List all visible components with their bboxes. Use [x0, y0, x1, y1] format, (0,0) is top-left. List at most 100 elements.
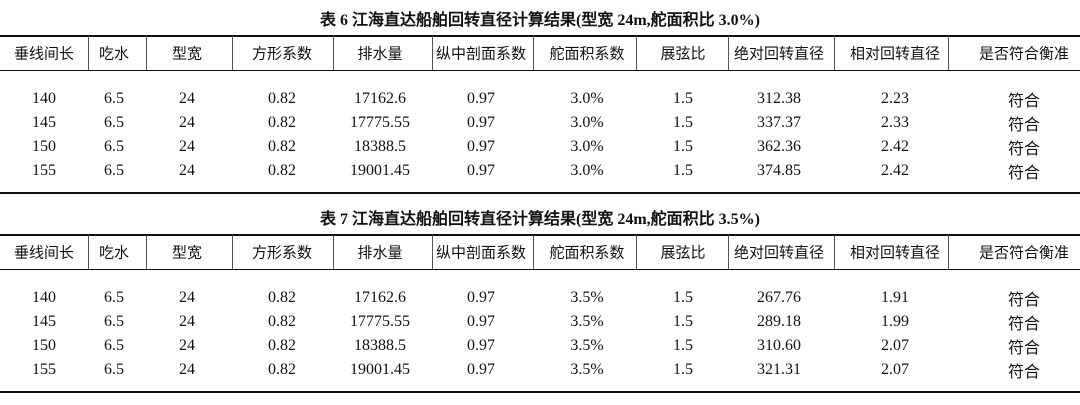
column-header: 相对回转直径 — [849, 44, 941, 63]
table-cell: 2.33 — [881, 114, 909, 131]
column-header: 纵中剖面系数 — [435, 44, 527, 63]
column-header: 方形系数 — [251, 243, 313, 262]
rule-bottom — [0, 192, 1080, 194]
column-divider — [88, 235, 89, 269]
table-cell: 1.91 — [881, 289, 909, 306]
table-cell: 18388.5 — [354, 138, 406, 155]
table-cell: 24 — [179, 90, 195, 107]
column-header: 排水量 — [357, 44, 403, 63]
column-divider — [728, 36, 729, 70]
table-cell: 1.5 — [673, 361, 693, 378]
table-cell: 6.5 — [104, 90, 124, 107]
table-cell: 24 — [179, 337, 195, 354]
table-cell: 3.0% — [570, 138, 604, 155]
table-cell: 18388.5 — [354, 337, 406, 354]
table-cell: 6.5 — [104, 337, 124, 354]
table-cell: 6.5 — [104, 162, 124, 179]
table-cell: 1.5 — [673, 313, 693, 330]
rule-bottom — [0, 391, 1080, 393]
table-cell: 0.97 — [467, 289, 495, 306]
column-header: 展弦比 — [660, 44, 706, 63]
table-cell: 17162.6 — [354, 90, 406, 107]
column-divider — [948, 235, 949, 269]
column-divider — [533, 235, 534, 269]
table-cell: 符合 — [1007, 163, 1041, 182]
column-header: 纵中剖面系数 — [435, 243, 527, 262]
column-header: 排水量 — [357, 243, 403, 262]
table-cell: 3.5% — [570, 361, 604, 378]
table-cell: 0.82 — [268, 114, 296, 131]
table-cell: 1.5 — [673, 90, 693, 107]
rule-header — [0, 269, 1080, 270]
column-divider — [88, 36, 89, 70]
column-divider — [232, 235, 233, 269]
table-cell: 符合 — [1007, 139, 1041, 158]
column-header: 垂线间长 — [13, 44, 75, 63]
column-header: 吃水 — [98, 44, 130, 63]
table-cell: 17162.6 — [354, 289, 406, 306]
column-header: 型宽 — [171, 243, 203, 262]
table-cell: 1.5 — [673, 289, 693, 306]
table-cell: 符合 — [1007, 290, 1041, 309]
column-header: 绝对回转直径 — [733, 243, 825, 262]
table-cell: 2.07 — [881, 361, 909, 378]
table-cell: 符合 — [1007, 115, 1041, 134]
table-cell: 140 — [32, 289, 56, 306]
column-divider — [333, 36, 334, 70]
column-header: 型宽 — [171, 44, 203, 63]
table-cell: 0.82 — [268, 313, 296, 330]
column-divider — [232, 36, 233, 70]
column-header: 是否符合衡准 — [978, 44, 1070, 63]
table-cell: 155 — [32, 361, 56, 378]
table-cell: 2.07 — [881, 337, 909, 354]
table-cell: 0.82 — [268, 90, 296, 107]
column-divider — [948, 36, 949, 70]
table-cell: 24 — [179, 313, 195, 330]
column-header: 相对回转直径 — [849, 243, 941, 262]
table-cell: 150 — [32, 138, 56, 155]
column-divider — [636, 235, 637, 269]
column-divider — [834, 36, 835, 70]
table-cell: 0.97 — [467, 162, 495, 179]
table-cell: 362.36 — [757, 138, 801, 155]
column-divider — [146, 235, 147, 269]
table-cell: 1.99 — [881, 313, 909, 330]
table-cell: 6.5 — [104, 361, 124, 378]
table-cell: 24 — [179, 361, 195, 378]
column-divider — [146, 36, 147, 70]
table-cell: 337.37 — [757, 114, 801, 131]
column-divider — [333, 235, 334, 269]
table-cell: 150 — [32, 337, 56, 354]
table-cell: 145 — [32, 114, 56, 131]
table-cell: 0.97 — [467, 114, 495, 131]
table-cell: 2.23 — [881, 90, 909, 107]
column-header: 舵面积系数 — [549, 44, 625, 63]
table-cell: 145 — [32, 313, 56, 330]
table-cell: 19001.45 — [350, 361, 410, 378]
table-cell: 符合 — [1007, 338, 1041, 357]
rule-header — [0, 70, 1080, 71]
table-title: 表 6 江海直达船舶回转直径计算结果(型宽 24m,舵面积比 3.0%) — [320, 12, 760, 29]
table-cell: 155 — [32, 162, 56, 179]
table-cell: 289.18 — [757, 313, 801, 330]
table-cell: 2.42 — [881, 162, 909, 179]
table-cell: 321.31 — [757, 361, 801, 378]
table-cell: 24 — [179, 114, 195, 131]
column-header: 舵面积系数 — [549, 243, 625, 262]
table-cell: 符合 — [1007, 362, 1041, 381]
column-header: 是否符合衡准 — [978, 243, 1070, 262]
table-cell: 312.38 — [757, 90, 801, 107]
column-header: 方形系数 — [251, 44, 313, 63]
column-divider — [834, 235, 835, 269]
table-cell: 0.82 — [268, 138, 296, 155]
table-cell: 1.5 — [673, 162, 693, 179]
table-cell: 17775.55 — [350, 313, 410, 330]
table-cell: 17775.55 — [350, 114, 410, 131]
rule-top — [0, 35, 1080, 37]
table-cell: 0.97 — [467, 313, 495, 330]
table-cell: 6.5 — [104, 114, 124, 131]
table-cell: 符合 — [1007, 314, 1041, 333]
table-cell: 0.97 — [467, 138, 495, 155]
table-cell: 24 — [179, 138, 195, 155]
